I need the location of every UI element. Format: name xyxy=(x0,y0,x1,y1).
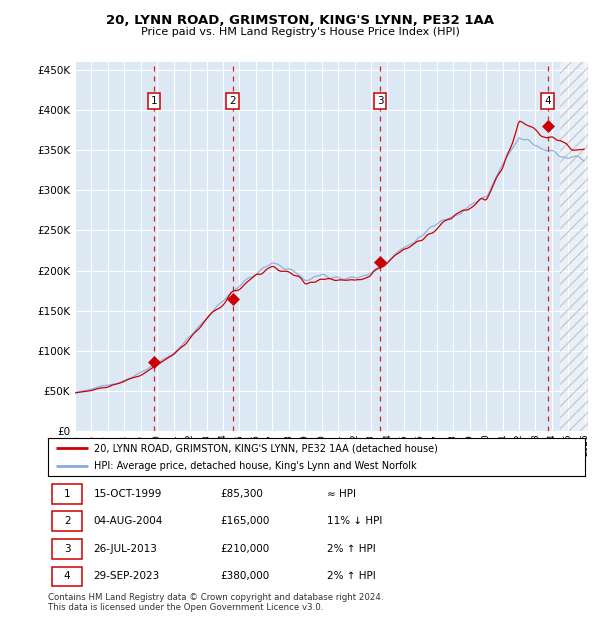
Text: Price paid vs. HM Land Registry's House Price Index (HPI): Price paid vs. HM Land Registry's House … xyxy=(140,27,460,37)
FancyBboxPatch shape xyxy=(52,567,82,587)
Text: 2: 2 xyxy=(229,95,236,106)
Text: 20, LYNN ROAD, GRIMSTON, KING'S LYNN, PE32 1AA (detached house): 20, LYNN ROAD, GRIMSTON, KING'S LYNN, PE… xyxy=(94,443,437,453)
Text: HPI: Average price, detached house, King's Lynn and West Norfolk: HPI: Average price, detached house, King… xyxy=(94,461,416,471)
Text: 1: 1 xyxy=(151,95,157,106)
Text: 4: 4 xyxy=(544,95,551,106)
Text: 2: 2 xyxy=(64,516,70,526)
FancyBboxPatch shape xyxy=(52,484,82,503)
Text: 3: 3 xyxy=(377,95,383,106)
Text: 26-JUL-2013: 26-JUL-2013 xyxy=(94,544,158,554)
FancyBboxPatch shape xyxy=(52,512,82,531)
Text: 15-OCT-1999: 15-OCT-1999 xyxy=(94,489,162,498)
Text: 2% ↑ HPI: 2% ↑ HPI xyxy=(327,544,376,554)
Text: £85,300: £85,300 xyxy=(220,489,263,498)
Bar xyxy=(560,62,588,431)
Text: £165,000: £165,000 xyxy=(220,516,269,526)
Text: 29-SEP-2023: 29-SEP-2023 xyxy=(94,572,160,582)
Bar xyxy=(560,62,588,431)
Text: 2% ↑ HPI: 2% ↑ HPI xyxy=(327,572,376,582)
Text: 4: 4 xyxy=(64,572,70,582)
FancyBboxPatch shape xyxy=(52,539,82,559)
Text: 3: 3 xyxy=(64,544,70,554)
Text: 11% ↓ HPI: 11% ↓ HPI xyxy=(327,516,383,526)
Text: ≈ HPI: ≈ HPI xyxy=(327,489,356,498)
Text: 1: 1 xyxy=(64,489,70,498)
Text: 20, LYNN ROAD, GRIMSTON, KING'S LYNN, PE32 1AA: 20, LYNN ROAD, GRIMSTON, KING'S LYNN, PE… xyxy=(106,14,494,27)
Text: Contains HM Land Registry data © Crown copyright and database right 2024.
This d: Contains HM Land Registry data © Crown c… xyxy=(48,593,383,612)
Text: 04-AUG-2004: 04-AUG-2004 xyxy=(94,516,163,526)
Text: £380,000: £380,000 xyxy=(220,572,269,582)
Text: £210,000: £210,000 xyxy=(220,544,269,554)
